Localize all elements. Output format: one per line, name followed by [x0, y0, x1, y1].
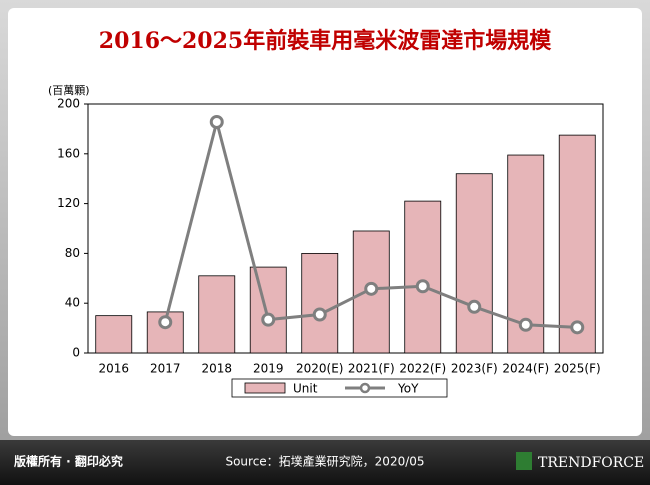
plot-area — [87, 103, 604, 354]
y-tick-label: 200 — [57, 97, 80, 111]
x-tick-label: 2020(E) — [296, 362, 343, 376]
line-marker — [261, 312, 276, 327]
x-tick-label: 2025(F) — [554, 362, 601, 376]
x-tick-label: 2016 — [98, 362, 129, 376]
footer — [0, 440, 650, 485]
y-axis-label: (百萬顆) — [48, 84, 90, 97]
y-tick-label: 40 — [65, 296, 80, 310]
y-tick-label: 160 — [57, 146, 80, 160]
line-marker — [158, 315, 173, 330]
x-tick-label: 2018 — [201, 362, 232, 376]
x-tick-label: 2017 — [150, 362, 181, 376]
logo: TRENDFORCE — [538, 455, 644, 471]
line-marker — [209, 114, 224, 129]
source: Source：拓墣產業研究院，2020/05 — [225, 454, 424, 469]
legend-swatch — [359, 382, 371, 394]
x-tick-label: 2024(F) — [502, 362, 549, 376]
x-tick-label: 2021(F) — [348, 362, 395, 376]
bar — [198, 275, 236, 354]
rights: 版權所有 · 翻印必究 — [14, 454, 123, 469]
x-tick-label: 2022(F) — [399, 362, 446, 376]
line-marker — [467, 299, 482, 314]
line-marker — [364, 281, 379, 296]
y-tick-label: 80 — [65, 246, 80, 260]
line-marker — [518, 317, 533, 332]
legend-label: YoY — [397, 382, 419, 396]
bar — [249, 266, 287, 354]
x-tick-label: 2023(F) — [451, 362, 498, 376]
bar — [95, 315, 133, 354]
logo-icon — [516, 452, 532, 470]
bar — [404, 200, 442, 354]
line-marker — [570, 320, 585, 335]
bar — [558, 134, 596, 354]
y-tick-label: 120 — [57, 196, 80, 210]
legend-swatch — [244, 382, 286, 394]
bar — [455, 173, 493, 354]
bar — [301, 252, 339, 354]
legend-box — [231, 378, 448, 398]
legend-label: Unit — [293, 382, 318, 396]
chart-title: 2016～2025年前裝車用毫米波雷達市場規模 — [99, 28, 552, 54]
y-tick-label: 0 — [72, 346, 80, 360]
line-marker — [415, 279, 430, 294]
line-marker — [312, 307, 327, 322]
x-tick-label: 2019 — [253, 362, 284, 376]
